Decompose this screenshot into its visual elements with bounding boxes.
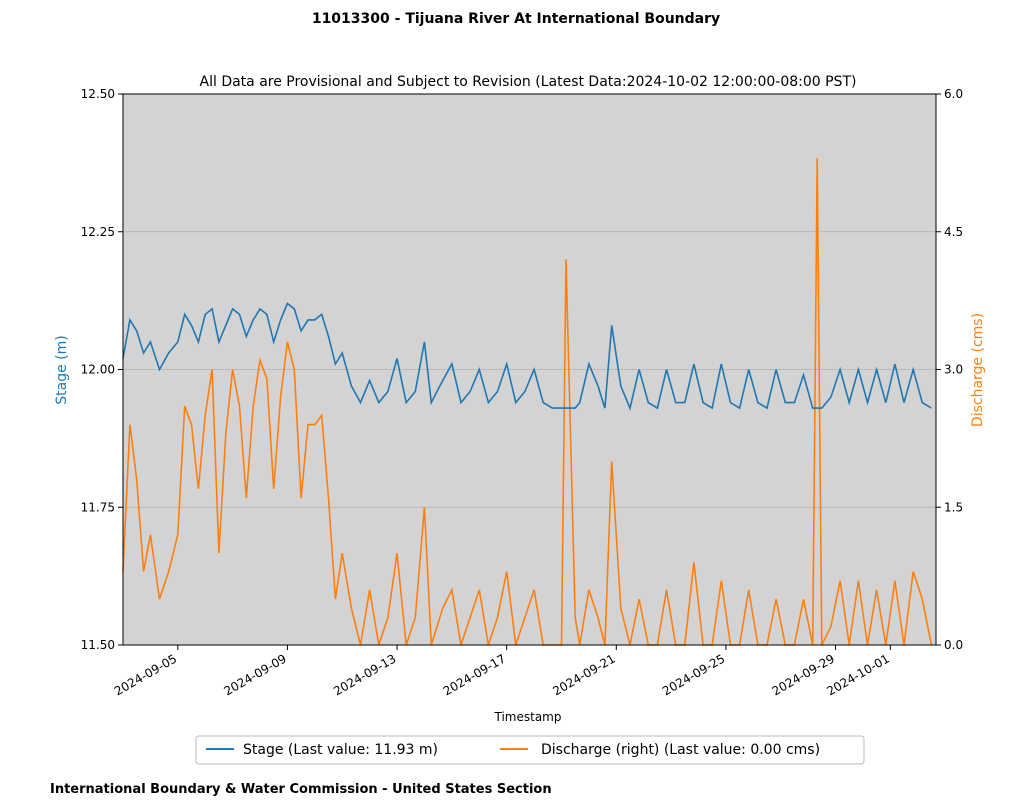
x-axis-label: Timestamp — [494, 710, 562, 724]
x-tick-label: 2024-09-09 — [222, 651, 289, 698]
right-axis-ticks: 0.0 1.5 3.0 4.5 6.0 — [936, 87, 963, 652]
legend: Stage (Last value: 11.93 m) Discharge (r… — [195, 735, 865, 765]
y-right-tick-label: 0.0 — [944, 638, 963, 652]
y-axis-left-label: Stage (m) — [54, 335, 70, 404]
y-left-tick-label: 12.25 — [81, 225, 115, 239]
y-left-tick-label: 11.75 — [81, 500, 115, 514]
footer-credit: International Boundary & Water Commissio… — [50, 782, 552, 797]
y-right-tick-label: 1.5 — [944, 500, 963, 514]
x-tick-label: 2024-09-17 — [441, 651, 508, 698]
y-left-tick-label: 11.50 — [81, 638, 115, 652]
x-tick-label: 2024-10-01 — [824, 651, 891, 698]
x-tick-label: 2024-09-21 — [550, 651, 617, 698]
x-tick-label: 2024-09-05 — [112, 651, 179, 698]
legend-label-discharge: Discharge (right) (Last value: 0.00 cms) — [541, 742, 820, 758]
chart-subtitle: All Data are Provisional and Subject to … — [200, 74, 857, 90]
legend-label-stage: Stage (Last value: 11.93 m) — [243, 742, 438, 758]
x-axis-ticks: 2024-09-05 2024-09-09 2024-09-13 2024-09-17… — [112, 645, 892, 698]
left-axis-ticks: 11.50 11.75 12.00 12.25 12.50 — [81, 87, 123, 652]
y-right-tick-label: 4.5 — [944, 225, 963, 239]
y-right-tick-label: 6.0 — [944, 87, 963, 101]
y-right-tick-label: 3.0 — [944, 363, 963, 377]
x-tick-label: 2024-09-25 — [660, 651, 727, 698]
legend-box — [195, 735, 865, 765]
stage-line — [122, 302, 932, 411]
y-left-tick-label: 12.00 — [81, 363, 115, 377]
x-tick-label: 2024-09-13 — [331, 651, 398, 698]
y-axis-right-label: Discharge (cms) — [970, 313, 986, 427]
chart-title: 11013300 - Tijuana River At Internationa… — [312, 11, 720, 27]
y-left-tick-label: 12.50 — [81, 87, 115, 101]
